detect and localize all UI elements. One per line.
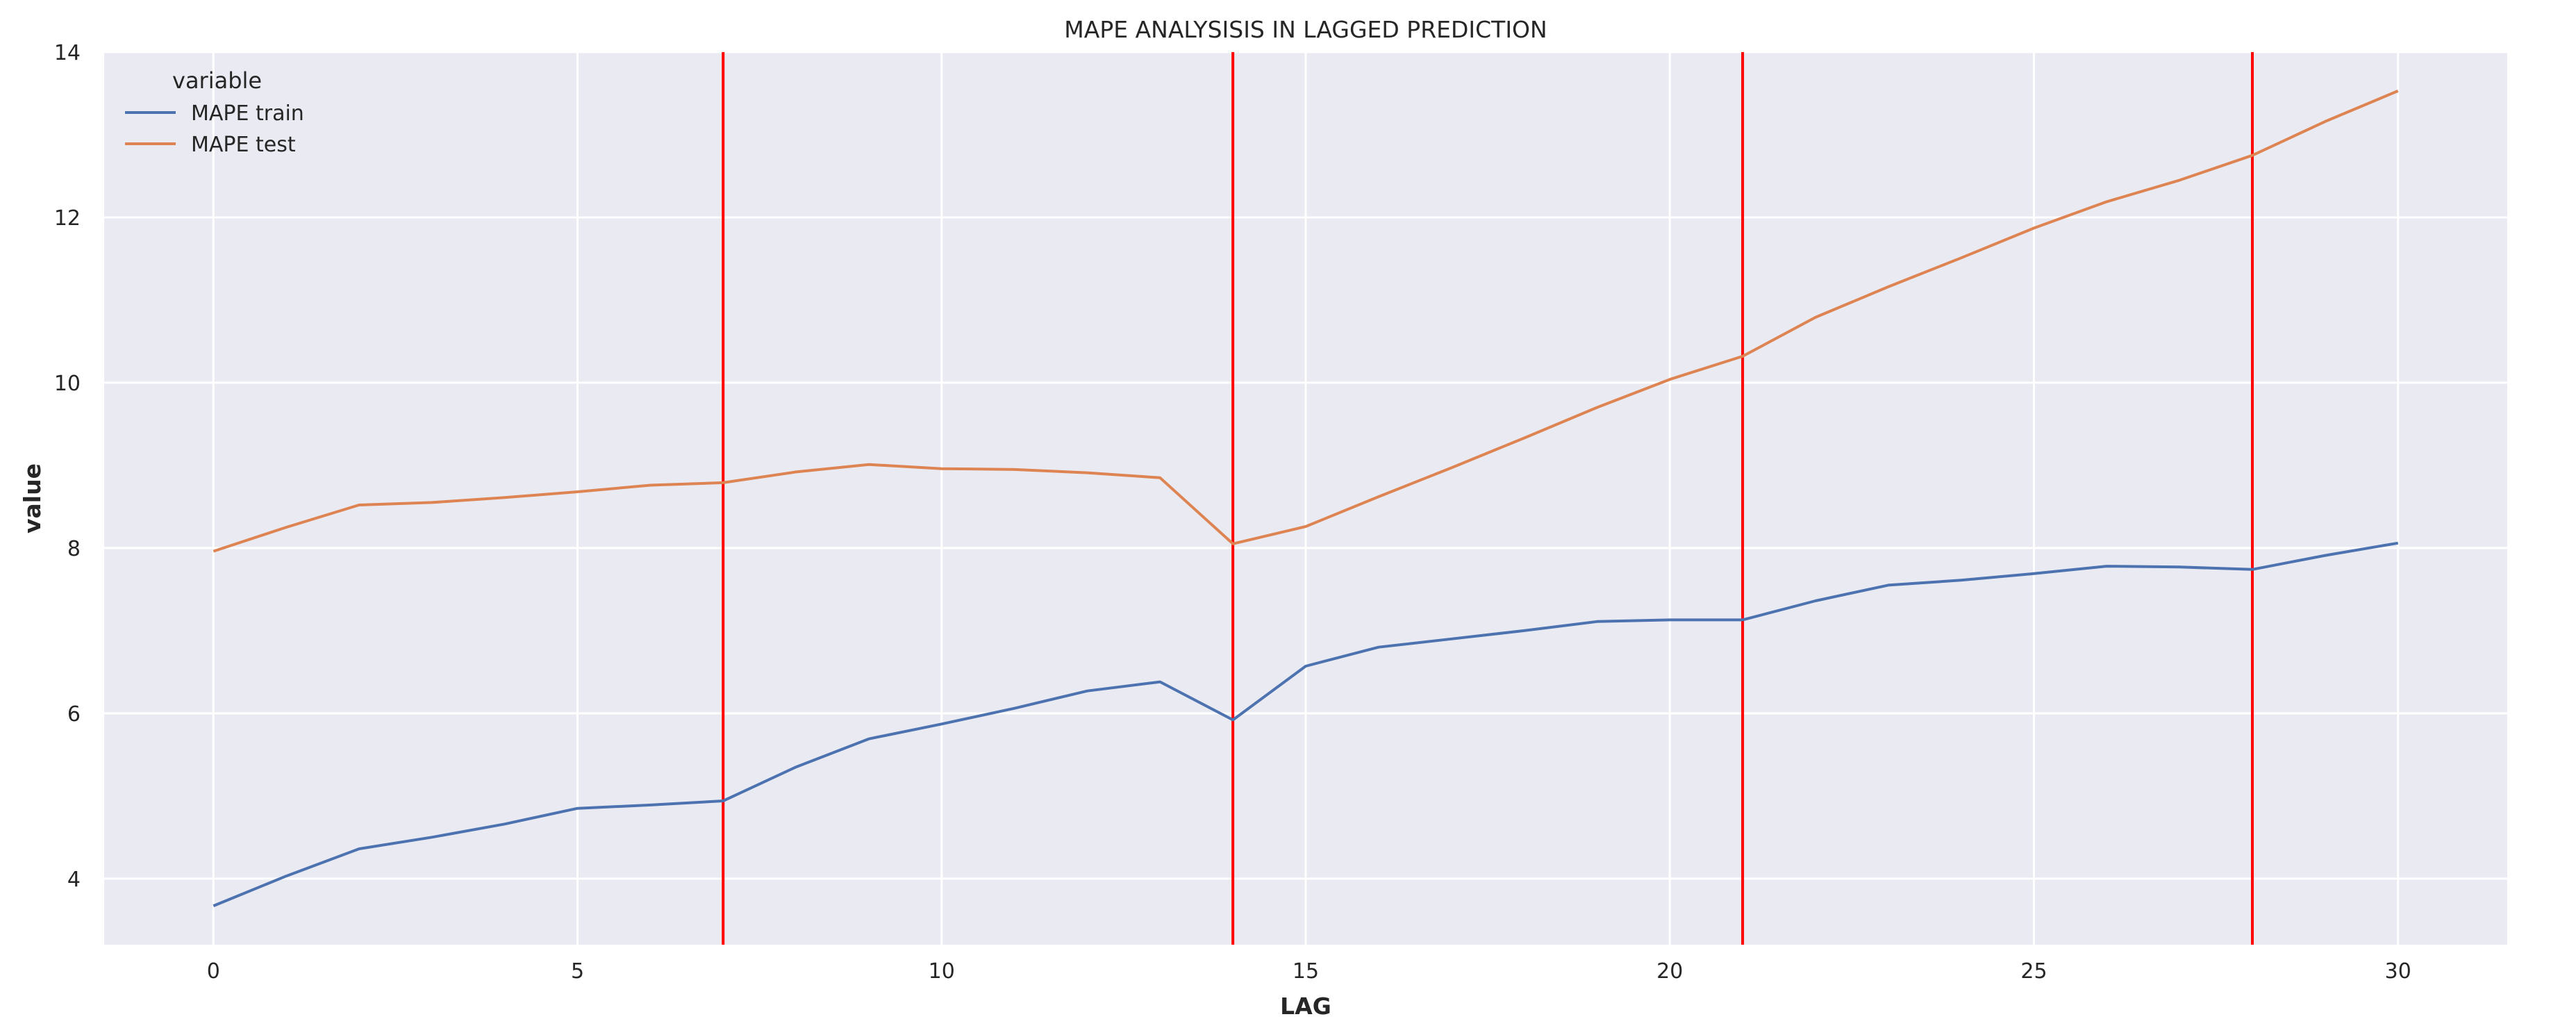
legend-label: MAPE train <box>191 101 304 126</box>
vertical-markers <box>722 52 2254 945</box>
x-tick-label: 30 <box>2385 959 2411 984</box>
legend-title: variable <box>172 67 262 94</box>
x-axis-ticks: 0 5 10 15 20 25 30 <box>207 959 2411 984</box>
chart-title: MAPE ANALYSISIS IN LAGGED PREDICTION <box>1064 16 1547 43</box>
x-tick-label: 20 <box>1656 959 1683 984</box>
x-tick-label: 0 <box>207 959 220 984</box>
series-lines <box>213 90 2399 907</box>
legend: variable MAPE train MAPE test <box>125 67 304 157</box>
y-tick-label: 4 <box>67 868 81 892</box>
y-tick-label: 6 <box>67 702 81 727</box>
y-tick-label: 14 <box>54 41 81 65</box>
legend-label: MAPE test <box>191 133 296 157</box>
y-tick-label: 12 <box>54 206 81 231</box>
x-axis-label: LAG <box>1280 993 1331 1020</box>
y-tick-label: 8 <box>67 537 81 561</box>
x-tick-label: 5 <box>571 959 584 984</box>
y-axis-label: value <box>19 463 46 533</box>
series-line-train <box>213 541 2399 907</box>
y-tick-label: 10 <box>54 372 81 396</box>
series-line-test <box>213 90 2399 553</box>
grid-lines <box>104 51 2507 945</box>
x-tick-label: 25 <box>2020 959 2047 984</box>
x-tick-label: 15 <box>1293 959 1319 984</box>
y-axis-ticks: 4 6 8 10 12 14 <box>54 41 81 892</box>
x-tick-label: 10 <box>929 959 955 984</box>
